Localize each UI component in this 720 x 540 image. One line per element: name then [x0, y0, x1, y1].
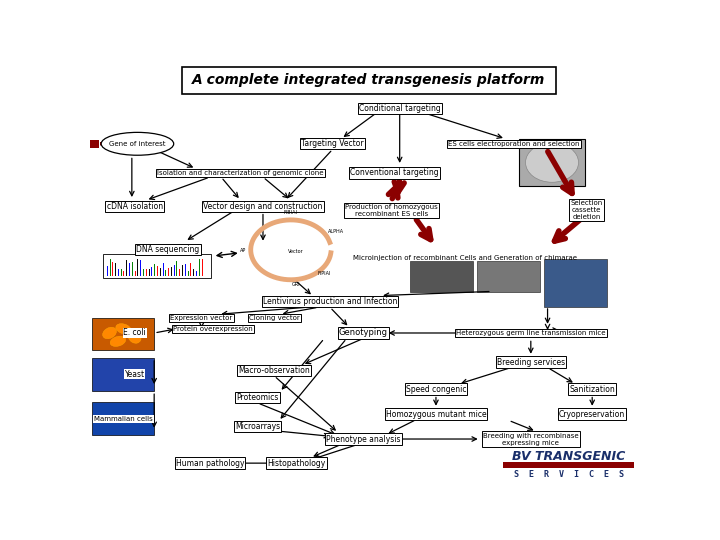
Text: Sanitization: Sanitization — [570, 384, 615, 394]
Text: Expression vector: Expression vector — [171, 315, 233, 321]
FancyBboxPatch shape — [544, 259, 607, 307]
Text: Selection
cassette
deletion: Selection cassette deletion — [570, 200, 603, 220]
Text: BV TRANSGENIC: BV TRANSGENIC — [512, 450, 626, 463]
Ellipse shape — [110, 336, 126, 347]
Ellipse shape — [526, 143, 579, 183]
FancyBboxPatch shape — [87, 140, 99, 148]
Ellipse shape — [128, 331, 141, 343]
Text: Human pathology: Human pathology — [176, 458, 244, 468]
Text: FIPIAI: FIPIAI — [318, 271, 331, 276]
Text: Gene of interest: Gene of interest — [109, 141, 166, 147]
Text: S  E  R  V  I  C  E  S: S E R V I C E S — [514, 470, 624, 479]
Text: AP: AP — [240, 248, 246, 253]
Text: Production of homozygous
recombinant ES cells: Production of homozygous recombinant ES … — [345, 204, 438, 217]
Text: DNA sequencing: DNA sequencing — [137, 245, 199, 254]
Text: Speed congenic: Speed congenic — [405, 384, 467, 394]
Text: Phenotype analysis: Phenotype analysis — [326, 435, 400, 443]
Text: Isolation and characterization of genomic clone: Isolation and characterization of genomi… — [158, 170, 324, 176]
Text: Cloning vector: Cloning vector — [249, 315, 300, 321]
Text: Genotyping: Genotyping — [339, 328, 388, 338]
Text: Microinjection of recombinant Cells and Generation of chimarae: Microinjection of recombinant Cells and … — [353, 255, 577, 261]
Text: Heterozygous germ line transmission mice: Heterozygous germ line transmission mice — [456, 330, 606, 336]
Ellipse shape — [101, 132, 174, 155]
FancyBboxPatch shape — [410, 261, 473, 292]
FancyBboxPatch shape — [91, 402, 154, 435]
Text: A complete integrated transgenesis platform: A complete integrated transgenesis platf… — [192, 73, 546, 87]
Text: Homozygous mutant mice: Homozygous mutant mice — [386, 409, 486, 418]
Text: Targeting Vector: Targeting Vector — [302, 139, 364, 148]
Text: Breeding with recombinase
expressing mice: Breeding with recombinase expressing mic… — [483, 433, 579, 446]
Text: Vector design and construction: Vector design and construction — [203, 201, 323, 211]
FancyBboxPatch shape — [477, 261, 540, 292]
Text: Protein overexpression: Protein overexpression — [173, 326, 253, 332]
FancyBboxPatch shape — [503, 462, 634, 468]
Text: Lentivirus production and Infection: Lentivirus production and Infection — [263, 298, 397, 306]
FancyBboxPatch shape — [182, 67, 556, 94]
Text: Proteomics: Proteomics — [236, 393, 279, 402]
Text: FIBIAI: FIBIAI — [284, 211, 298, 215]
Ellipse shape — [102, 327, 117, 339]
Text: GRI: GRI — [292, 282, 301, 287]
Text: Microarrays: Microarrays — [235, 422, 280, 431]
Text: E. coli: E. coli — [123, 328, 146, 338]
FancyBboxPatch shape — [103, 254, 211, 278]
FancyBboxPatch shape — [91, 318, 154, 350]
FancyBboxPatch shape — [91, 358, 154, 391]
Text: Histopathology: Histopathology — [267, 458, 325, 468]
FancyBboxPatch shape — [518, 139, 585, 186]
Text: Mammalian cells: Mammalian cells — [94, 416, 153, 422]
Text: Vector: Vector — [287, 249, 303, 254]
Text: cDNA isolation: cDNA isolation — [107, 201, 163, 211]
Text: Yeast: Yeast — [125, 370, 145, 379]
Text: Conventional targeting: Conventional targeting — [350, 168, 438, 178]
Text: ALPHA: ALPHA — [328, 229, 343, 234]
Text: Breeding services: Breeding services — [497, 357, 565, 367]
Text: Cryopreservation: Cryopreservation — [559, 409, 626, 418]
Text: Conditional targeting: Conditional targeting — [359, 104, 441, 113]
Text: Macro-observation: Macro-observation — [238, 366, 310, 375]
Text: ES cells electroporation and selection: ES cells electroporation and selection — [449, 141, 580, 147]
Ellipse shape — [116, 323, 131, 334]
